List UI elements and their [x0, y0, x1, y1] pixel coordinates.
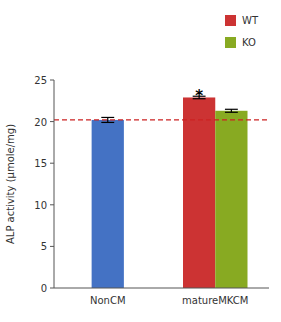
y-tick	[50, 246, 54, 247]
error-cap	[101, 122, 114, 123]
y-axis	[54, 80, 55, 288]
chart: 0 5 10 15 20 25 ALP activity (μmole/mg) NonCM ma…	[0, 0, 281, 322]
y-axis-label: ALP activity (μmole/mg)	[5, 124, 16, 244]
bar	[215, 111, 247, 288]
bar	[183, 97, 215, 288]
legend-swatch	[225, 37, 236, 48]
bar	[92, 120, 124, 288]
y-tick	[50, 163, 54, 164]
y-tick-label: 15	[34, 158, 47, 169]
annotation: *	[195, 87, 203, 105]
y-tick-label: 20	[34, 117, 47, 128]
y-tick	[50, 204, 54, 205]
error-bar	[225, 109, 238, 112]
y-tick	[50, 121, 54, 122]
x-tick-label: NonCM	[90, 295, 126, 306]
bars	[54, 96, 269, 288]
y-tick	[50, 288, 54, 289]
x-tick-label: matureMKCM	[182, 295, 248, 306]
y-tick-label: 5	[41, 241, 47, 252]
y-tick-label: 25	[34, 75, 47, 86]
legend-swatch	[225, 15, 236, 26]
x-axis	[54, 288, 269, 289]
y-tick	[50, 80, 54, 81]
y-tick-label: 0	[41, 283, 47, 294]
error-cap	[225, 112, 238, 113]
legend-label: WT	[242, 15, 259, 26]
error-stem	[107, 117, 108, 122]
legend-label: KO	[242, 37, 256, 48]
reference-line	[54, 119, 269, 120]
error-cap	[101, 117, 114, 118]
y-tick-label: 10	[34, 200, 47, 211]
legend: WT KO	[225, 15, 259, 48]
error-cap	[225, 109, 238, 110]
